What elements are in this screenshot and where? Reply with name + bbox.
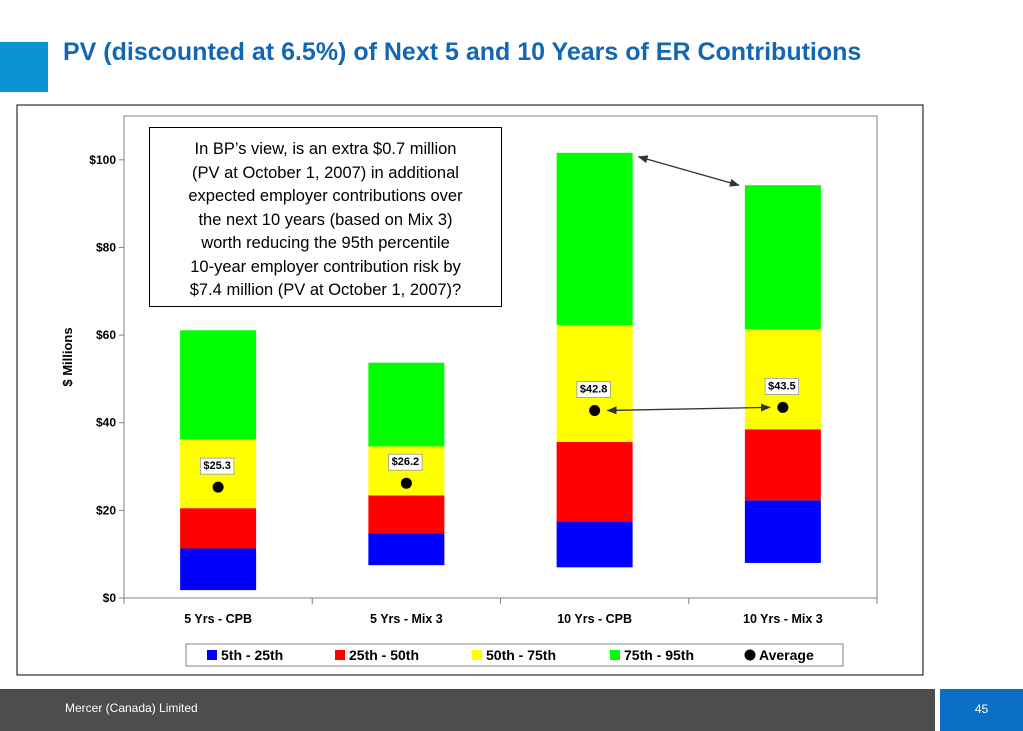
- legend-label: 50th - 75th: [486, 647, 556, 663]
- legend-label: 25th - 50th: [349, 647, 419, 663]
- footer-company: Mercer (Canada) Limited: [65, 701, 198, 715]
- average-label-box: [388, 453, 423, 471]
- bar-segment-2: [556, 442, 633, 522]
- slide-title: PV (discounted at 6.5%) of Next 5 and 10…: [63, 38, 862, 66]
- bar-segment-4: [368, 362, 445, 447]
- average-label-text: $26.2: [392, 456, 420, 468]
- callout-line-7: $7.4 million (PV at October 1, 2007)?: [189, 281, 462, 299]
- y-tick-label: $20: [96, 503, 116, 517]
- callout-line-6: 10-year employer contribution risk by: [190, 257, 461, 276]
- footer-bar: Mercer (Canada) Limited: [0, 689, 935, 731]
- legend-average-marker: [744, 649, 756, 661]
- y-tick-label: $100: [89, 153, 116, 167]
- average-label: $25.3: [199, 457, 235, 475]
- bar-segment-1: [556, 521, 633, 568]
- average-label: $43.5: [764, 377, 800, 395]
- p95-comparison-arrow: [637, 155, 740, 187]
- average-point: [400, 477, 412, 489]
- bar-segment-2: [744, 429, 821, 501]
- accent-square: [0, 42, 48, 92]
- bar-segment-2: [180, 508, 257, 549]
- bar-segment-4: [744, 185, 821, 330]
- legend-swatch: [610, 650, 620, 660]
- average-label-box: [764, 377, 800, 395]
- callout-line-3: expected employer contributions over: [188, 187, 463, 205]
- page-number: 45: [974, 702, 989, 716]
- x-tick-label: 10 Yrs - Mix 3: [743, 612, 823, 626]
- average-label-text: $43.5: [768, 380, 796, 392]
- average-point: [777, 401, 789, 413]
- callout-line-5: worth reducing the 95th percentile: [201, 234, 450, 252]
- average-label-box: [576, 381, 611, 398]
- bar-segment-1: [180, 548, 257, 591]
- callout-box: In BP’s view, is an extra $0.7 million (…: [149, 127, 502, 307]
- legend-swatch: [335, 650, 345, 660]
- average-point: [212, 481, 224, 493]
- average-label-box: [199, 457, 235, 475]
- bar-segment-1: [368, 533, 445, 566]
- bar-segment-4: [556, 152, 633, 326]
- y-tick-label: $0: [103, 591, 117, 605]
- callout-line-1: In BP’s view, is an extra $0.7 million: [194, 140, 457, 158]
- y-tick-label: $80: [96, 240, 116, 254]
- legend-label: Average: [759, 647, 814, 663]
- average-comparison-arrow: [606, 403, 771, 415]
- legend-swatch: [472, 650, 482, 660]
- bar-segment-4: [180, 330, 257, 440]
- legend-label: 5th - 25th: [221, 647, 283, 663]
- legend-label: 75th - 95th: [624, 647, 694, 663]
- y-tick-label: $40: [96, 416, 116, 430]
- average-label: $42.8: [576, 381, 611, 398]
- page-number-box: 45: [940, 689, 1023, 731]
- callout-line-4: the next 10 years (based on Mix 3): [198, 210, 453, 229]
- average-label-text: $42.8: [580, 383, 608, 395]
- bar-segment-2: [368, 495, 445, 534]
- legend-swatch: [207, 650, 217, 660]
- bar-segment-1: [744, 500, 821, 563]
- y-tick-label: $60: [96, 328, 116, 342]
- y-axis-label: $ Millions: [60, 327, 75, 386]
- legend-box: [185, 643, 844, 667]
- chart: $0 $20 $40 $60 $80 $100 $ Millions 5 Yrs - CPB 5…: [16, 104, 924, 676]
- x-tick-label: 5 Yrs - Mix 3: [370, 612, 443, 626]
- x-tick-label: 5 Yrs - CPB: [184, 612, 252, 626]
- average-point: [589, 404, 601, 416]
- average-label: $26.2: [388, 453, 423, 471]
- callout-line-2: (PV at October 1, 2007) in additional: [192, 163, 459, 182]
- average-label-text: $25.3: [203, 460, 231, 472]
- x-tick-label: 10 Yrs - CPB: [557, 612, 632, 626]
